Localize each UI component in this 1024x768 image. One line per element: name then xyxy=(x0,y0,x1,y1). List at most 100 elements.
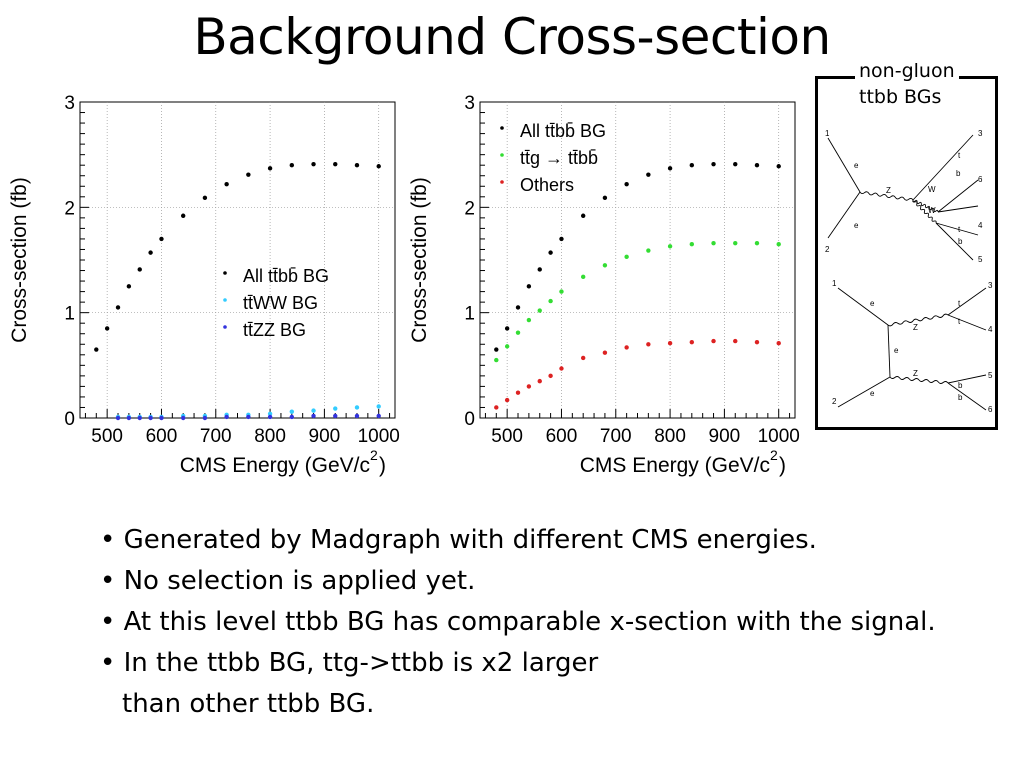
data-point xyxy=(354,163,360,168)
data-point xyxy=(515,390,521,395)
diagram-label: 6 xyxy=(978,175,983,184)
data-point xyxy=(333,161,338,167)
data-point xyxy=(526,284,532,289)
fermion-line xyxy=(912,134,974,201)
data-point xyxy=(667,166,673,171)
data-point xyxy=(180,415,186,421)
diagram-label: 4 xyxy=(978,221,983,230)
diagram-label: t xyxy=(958,151,961,160)
data-point xyxy=(246,172,251,177)
legend-label: Others xyxy=(520,175,574,195)
x-tick-label: 600 xyxy=(546,426,578,447)
data-point xyxy=(711,338,716,344)
data-point xyxy=(667,341,673,346)
legend-label: All tt̄bb̄ BG xyxy=(520,121,606,141)
data-point xyxy=(333,406,338,411)
legend-label: All tt̄bb̄ BG xyxy=(243,266,329,286)
x-tick-label: 600 xyxy=(146,426,178,447)
diagram-label: Z xyxy=(886,186,891,195)
x-axis-label-sup: 2 xyxy=(370,447,378,463)
diagram-label: W xyxy=(928,185,936,194)
chart-left: 500 600 700 800 900 1000 0 1 2 3 CMS Energy (GeV/c… xyxy=(8,93,400,477)
fermion-line xyxy=(935,222,979,236)
data-point xyxy=(94,347,99,352)
diagram-label: b xyxy=(958,381,963,390)
data-point xyxy=(148,250,153,255)
x-tick-label: 900 xyxy=(309,426,341,447)
data-point xyxy=(711,161,716,167)
x-tick-label: 1000 xyxy=(758,426,800,447)
y-axis-label: Cross-section (fb) xyxy=(408,177,431,343)
x-tick-label: 900 xyxy=(709,426,741,447)
diagram-label: 4 xyxy=(988,325,993,334)
data-point xyxy=(624,254,629,260)
data-point xyxy=(646,342,651,347)
data-point xyxy=(494,347,499,352)
data-point xyxy=(559,236,564,242)
legend-marker xyxy=(500,180,504,184)
y-axis-label: Cross-section (fb) xyxy=(8,177,31,343)
y-tick-label: 3 xyxy=(64,93,75,114)
legend-marker xyxy=(223,325,227,329)
slide-title: Background Cross-section xyxy=(193,8,831,66)
data-point xyxy=(580,274,586,280)
data-point xyxy=(515,305,521,310)
diagram-label: t xyxy=(958,317,961,326)
y-tick-label: 0 xyxy=(64,409,75,430)
data-point xyxy=(494,405,499,410)
data-point xyxy=(646,172,651,177)
data-point xyxy=(267,166,273,171)
data-point xyxy=(267,414,273,420)
data-point xyxy=(689,242,695,247)
data-point xyxy=(354,413,360,419)
data-point xyxy=(311,408,316,413)
data-point xyxy=(159,415,164,421)
data-point xyxy=(602,350,608,355)
x-axis-label-end: ) xyxy=(779,454,786,477)
chart-right: 500 600 700 800 900 1000 0 1 2 3 CMS Energy (GeV/c… xyxy=(408,93,800,477)
data-point xyxy=(537,378,542,384)
data-point xyxy=(115,305,121,310)
data-point xyxy=(354,405,360,410)
legend-label: tt̄ZZ BG xyxy=(243,320,306,340)
data-point xyxy=(646,248,651,253)
x-tick-label: 1000 xyxy=(358,426,400,447)
data-point xyxy=(602,263,608,268)
data-point xyxy=(776,341,781,346)
fermion-line xyxy=(947,374,987,384)
diagram-label: Z xyxy=(913,369,918,378)
data-point xyxy=(526,384,532,389)
boson-line xyxy=(912,199,937,224)
data-point xyxy=(104,326,110,331)
data-point xyxy=(376,413,381,419)
diagram-label: e xyxy=(854,161,859,170)
diagram-label: 3 xyxy=(978,129,983,138)
bullet-continuation: than other ttbb BG. xyxy=(122,689,375,719)
data-point xyxy=(494,357,499,363)
data-point xyxy=(289,414,295,420)
data-point xyxy=(311,161,316,167)
data-point xyxy=(126,415,132,421)
data-point xyxy=(202,415,208,421)
bullet-item: • Generated by Madgraph with different C… xyxy=(100,525,817,555)
data-point xyxy=(624,345,629,350)
data-point xyxy=(548,373,553,379)
data-point xyxy=(333,413,338,419)
legend-marker xyxy=(500,126,504,130)
bullet-list: • Generated by Madgraph with different C… xyxy=(100,520,936,725)
diagram-label: 6 xyxy=(988,405,993,414)
data-point xyxy=(754,240,760,246)
data-point xyxy=(504,326,510,331)
data-point xyxy=(548,250,553,255)
data-point xyxy=(689,339,695,345)
data-point xyxy=(289,163,295,168)
data-point xyxy=(246,414,251,420)
data-point xyxy=(504,397,510,403)
data-point xyxy=(376,404,381,409)
legend-label: tt̄g → tt̄bb̄ xyxy=(520,148,598,168)
fermion-line xyxy=(887,324,891,378)
diagram-label: b xyxy=(958,393,963,402)
data-point xyxy=(733,338,738,344)
boson-line xyxy=(859,191,914,201)
x-tick-label: 700 xyxy=(600,426,632,447)
